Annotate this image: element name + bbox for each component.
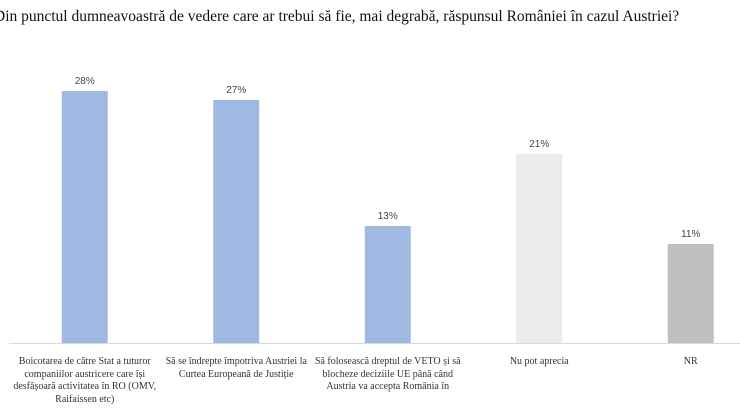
value-label: 28%	[75, 76, 95, 87]
bar	[213, 100, 260, 343]
category-label: Să se îndrepte împotriva Austriei la Cur…	[165, 356, 307, 380]
bar	[364, 226, 411, 343]
bar	[61, 91, 108, 343]
value-label: 13%	[378, 211, 398, 222]
chart-title: Din punctul dumneavoastră de vedere care…	[0, 8, 680, 25]
bar	[667, 244, 714, 343]
bar	[516, 154, 563, 343]
value-label: 21%	[529, 139, 549, 150]
category-label: Să folosească dreptul de VETO și să bloc…	[314, 356, 461, 392]
category-label: NR	[683, 356, 698, 367]
value-label: 27%	[226, 85, 246, 96]
category-label: Boicotarea de către Stat a tuturor compa…	[13, 356, 157, 405]
value-label: 11%	[681, 229, 700, 240]
category-label: Nu pot aprecia	[509, 356, 569, 367]
